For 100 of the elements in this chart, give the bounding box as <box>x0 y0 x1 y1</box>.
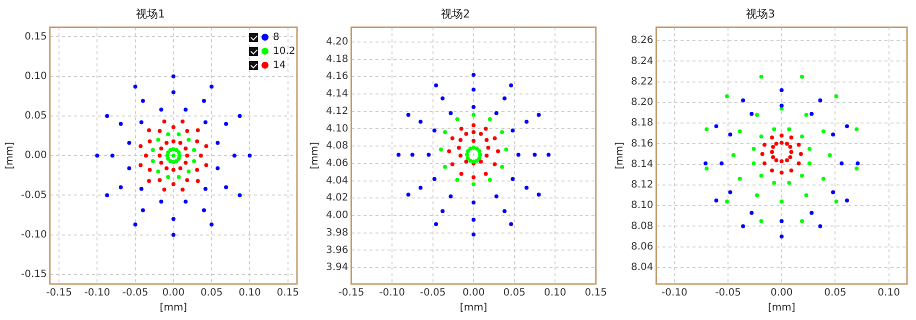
point <box>780 133 784 138</box>
point <box>492 162 497 166</box>
point <box>396 152 401 157</box>
point <box>472 218 476 222</box>
point <box>150 148 155 152</box>
point <box>492 136 497 140</box>
point <box>704 166 709 170</box>
point <box>704 127 709 132</box>
x-tick-label: -0.05 <box>715 288 741 299</box>
point <box>741 224 746 228</box>
chart-title: 视场2 <box>441 7 470 20</box>
point <box>458 138 463 142</box>
point <box>195 168 200 172</box>
point <box>140 208 145 212</box>
point <box>459 172 464 176</box>
point <box>536 112 541 117</box>
point <box>472 146 476 150</box>
point <box>474 158 479 163</box>
y-tick-label: 0.15 <box>24 31 47 42</box>
point <box>440 96 445 100</box>
point <box>432 128 436 132</box>
point <box>138 163 143 168</box>
point <box>164 140 169 145</box>
point <box>771 144 776 149</box>
y-axis-title: [mm] <box>310 142 321 170</box>
x-tick-label: 0.00 <box>162 288 185 299</box>
point <box>139 120 144 124</box>
point <box>465 152 470 157</box>
point <box>186 169 191 174</box>
point <box>774 158 778 162</box>
point <box>248 154 252 158</box>
point <box>759 219 764 224</box>
point <box>203 120 208 124</box>
point <box>156 169 160 174</box>
point <box>406 192 410 197</box>
y-tick-label: -0.15 <box>21 269 47 280</box>
point <box>171 182 176 186</box>
y-tick-label: 8.16 <box>631 138 654 150</box>
point <box>196 128 200 132</box>
point <box>174 159 178 164</box>
point <box>759 174 764 178</box>
point <box>105 193 110 198</box>
y-tick-label: 8.14 <box>631 158 654 170</box>
point <box>477 149 482 154</box>
point <box>759 134 764 139</box>
point <box>171 217 176 222</box>
point <box>202 208 206 212</box>
point <box>210 222 214 227</box>
point <box>752 161 756 166</box>
point <box>798 152 803 156</box>
point <box>192 148 196 152</box>
point <box>754 193 759 198</box>
point <box>216 140 220 145</box>
point <box>472 105 476 110</box>
point <box>232 154 236 158</box>
x-tick-label: -0.05 <box>420 288 446 299</box>
point <box>496 149 500 154</box>
point <box>821 176 826 181</box>
point <box>178 166 182 170</box>
point <box>204 144 208 148</box>
point <box>784 142 789 146</box>
point <box>800 74 804 79</box>
point <box>804 193 808 198</box>
y-tick-label: 3.96 <box>326 244 348 256</box>
point <box>203 186 208 191</box>
chart-title: 视场3 <box>746 7 775 20</box>
point <box>472 112 476 117</box>
point <box>176 150 181 154</box>
point <box>185 178 190 182</box>
y-tick-label: 8.22 <box>631 76 654 88</box>
point <box>789 168 794 173</box>
point <box>148 168 152 172</box>
point <box>224 122 228 126</box>
point <box>478 132 483 136</box>
point <box>434 222 438 226</box>
point <box>95 154 100 158</box>
point <box>166 156 170 161</box>
point <box>714 124 718 128</box>
point <box>185 154 190 158</box>
point <box>774 142 778 146</box>
point <box>524 120 529 124</box>
x-tick-label: 0.00 <box>462 288 485 299</box>
y-tick-label: 0.05 <box>24 110 47 122</box>
point <box>443 130 448 134</box>
point <box>196 178 200 183</box>
point <box>854 127 859 132</box>
point <box>772 127 776 132</box>
point <box>164 166 169 170</box>
x-tick-label: -0.05 <box>122 288 148 299</box>
x-tick-label: 0.05 <box>503 288 526 299</box>
point <box>810 112 814 116</box>
y-tick-label: 8.20 <box>631 97 654 108</box>
point <box>159 108 164 112</box>
y-tick-label: 8.10 <box>631 200 654 212</box>
point <box>494 111 498 116</box>
point <box>162 188 166 192</box>
point <box>184 146 188 150</box>
point <box>166 132 170 136</box>
point <box>789 136 794 140</box>
point <box>159 200 164 204</box>
